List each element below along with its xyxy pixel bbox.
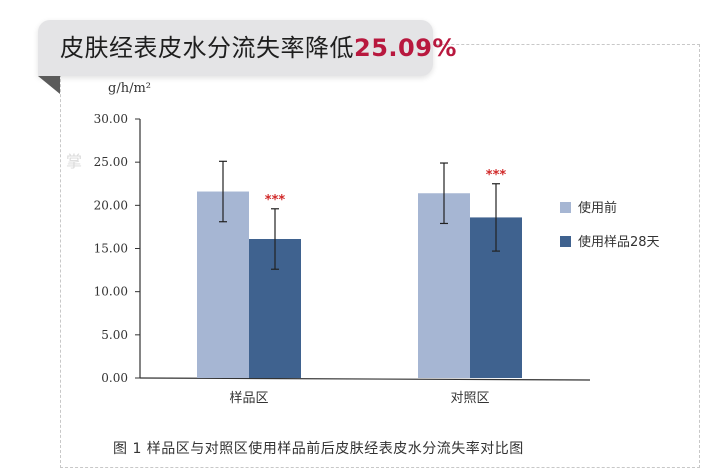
legend-swatch xyxy=(560,202,571,213)
figure-caption: 图 1 样品区与对照区使用样品前后皮肤经表皮水分流失率对比图 xyxy=(113,440,524,457)
bar-0-0 xyxy=(197,191,249,378)
banner-title-text: 皮肤经表皮水分流失率降低 xyxy=(60,34,354,62)
title-banner xyxy=(38,20,433,76)
category-label: 样品区 xyxy=(229,391,268,406)
legend-label: 使用前 xyxy=(578,200,617,216)
watermark-text: 掌 xyxy=(66,152,83,171)
legend-label: 使用样品28天 xyxy=(578,234,660,250)
y-tick-label: 15.00 xyxy=(94,242,128,256)
banner-fold xyxy=(38,76,60,94)
y-tick-label: 10.00 xyxy=(94,285,128,299)
y-unit-label: g/h/m² xyxy=(108,81,151,96)
significance-marker: *** xyxy=(486,168,507,183)
significance-marker: *** xyxy=(265,193,286,208)
y-tick-label: 20.00 xyxy=(94,198,128,212)
x-axis-line xyxy=(139,377,591,381)
banner-highlight: 25.09% xyxy=(354,34,457,62)
y-tick-label: 25.00 xyxy=(94,155,128,169)
legend-swatch xyxy=(560,236,571,247)
y-tick-label: 30.00 xyxy=(94,112,128,126)
category-label: 对照区 xyxy=(450,391,489,406)
y-tick-label: 0.00 xyxy=(101,371,128,385)
banner-title: 皮肤经表皮水分流失率降低25.09% xyxy=(60,34,457,62)
y-tick-label: 5.00 xyxy=(101,328,128,342)
